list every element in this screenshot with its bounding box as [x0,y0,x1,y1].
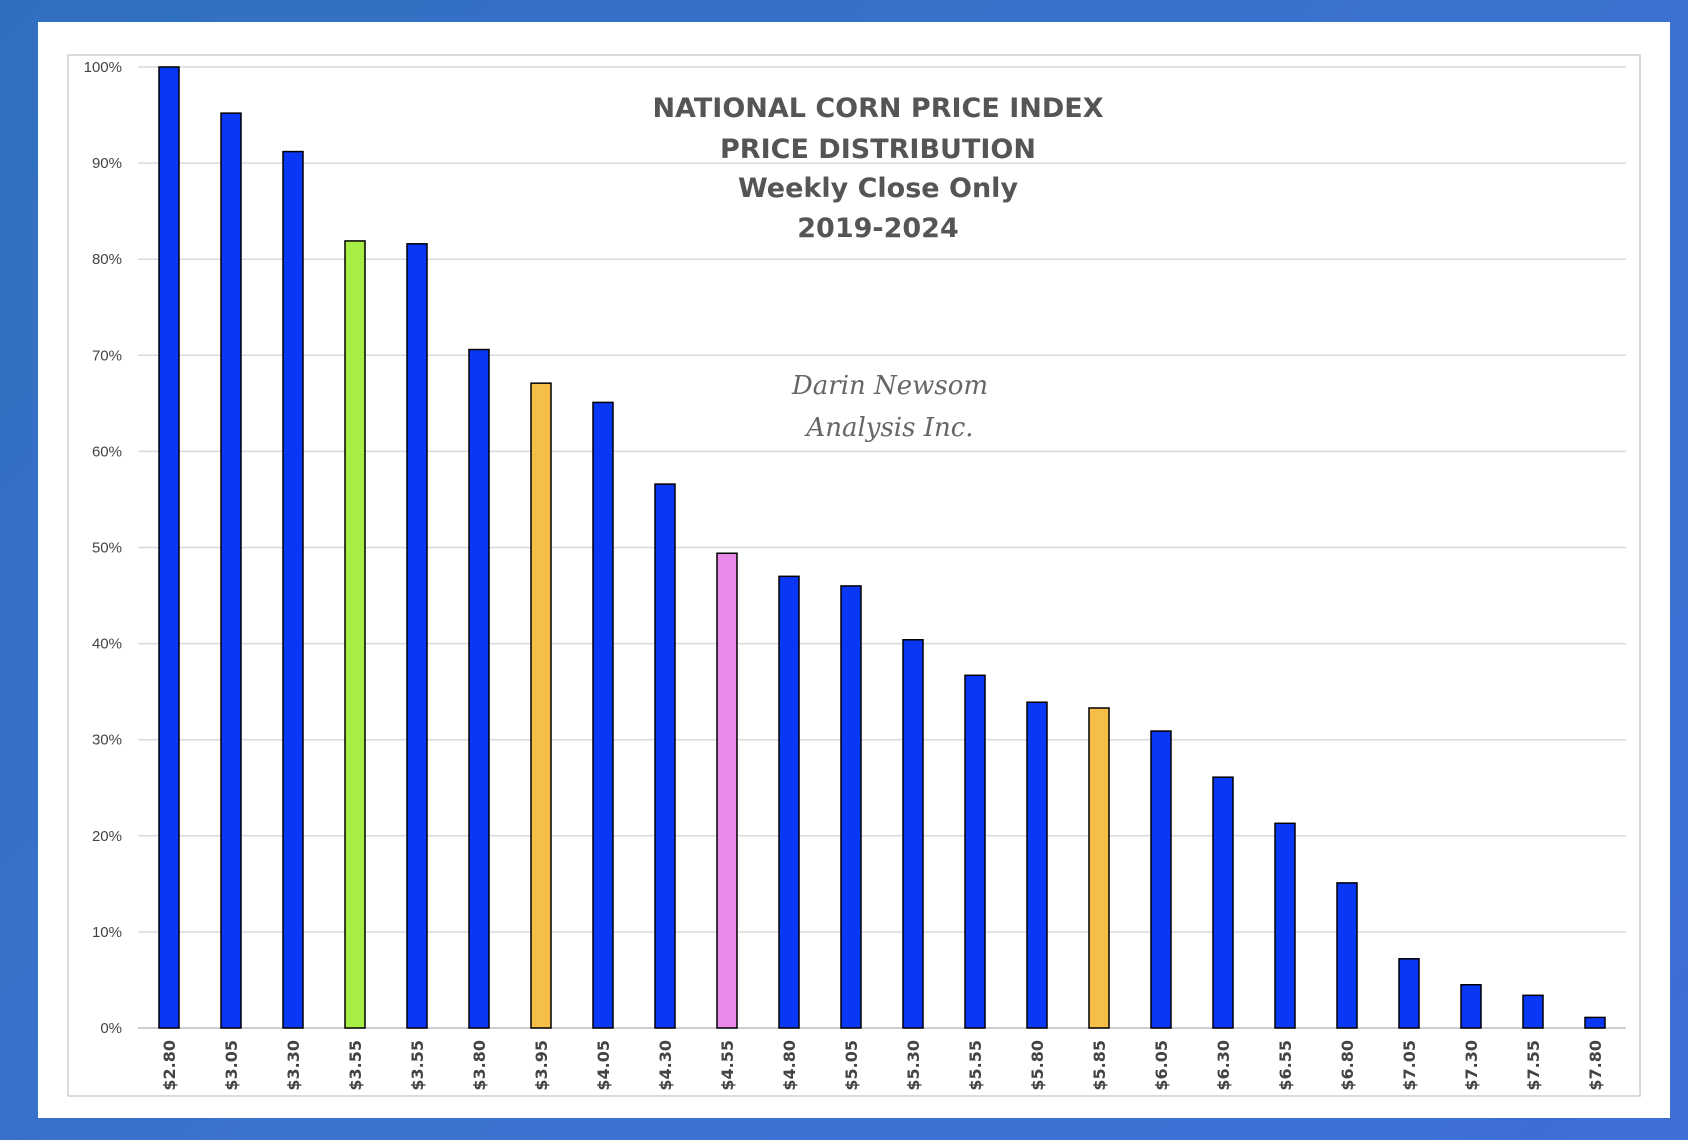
bar [1460,984,1482,1029]
x-tick-label: $3.05 [222,1040,241,1091]
x-tick-label: $3.95 [532,1040,551,1091]
x-tick-label: $5.55 [966,1040,985,1091]
bar [654,483,676,1029]
x-tick-label: $7.30 [1462,1040,1481,1091]
x-tick-label: $6.05 [1152,1040,1171,1091]
y-tick-label: 50% [92,540,122,557]
bar [778,575,800,1029]
y-tick-label: 40% [92,636,122,653]
watermark: Darin Newsom Analysis Inc. [791,371,988,443]
bar [158,66,180,1029]
x-tick-label: $7.80 [1586,1040,1605,1091]
y-tick-label: 90% [92,155,122,172]
bar [1212,776,1234,1029]
x-tick-label: $4.05 [594,1040,613,1091]
bars [158,66,1606,1029]
x-tick-label: $2.80 [160,1040,179,1091]
title-line-2: PRICE DISTRIBUTION [720,134,1036,165]
bar [1274,822,1296,1029]
bar [344,240,366,1029]
watermark-line-2: Analysis Inc. [804,413,973,443]
bar [716,552,738,1029]
watermark-line-1: Darin Newsom [791,371,988,401]
gridlines [138,66,1626,1029]
y-tick-label: 10% [92,924,122,941]
chart-panel: 0% 10% 20% 30% 40% 50% 60% 70% 80% 90% 100% $2.80 $… [38,22,1670,1118]
x-tick-label: $6.30 [1214,1040,1233,1091]
bar [220,112,242,1029]
x-tick-label: $4.80 [780,1040,799,1091]
bar [902,639,924,1029]
y-tick-label: 80% [92,251,122,268]
bar [468,348,490,1029]
bar [282,150,304,1029]
chart-title: NATIONAL CORN PRICE INDEX PRICE DISTRIBU… [652,93,1103,244]
bar [840,585,862,1029]
x-tick-label: $5.05 [842,1040,861,1091]
x-tick-label: $7.05 [1400,1040,1419,1091]
x-tick-label: $3.30 [284,1040,303,1091]
bar [1026,701,1048,1029]
y-tick-label: 20% [92,828,122,845]
x-tick-label: $3.55 [346,1040,365,1091]
bar [1584,1016,1606,1029]
x-axis: $2.80 $3.05 $3.30 $3.55 $3.55 $3.80 $3.95 $4.05… [160,1040,1605,1091]
x-tick-label: $5.85 [1090,1040,1109,1091]
x-tick-label: $5.30 [904,1040,923,1091]
x-tick-label: $3.80 [470,1040,489,1091]
bar [1088,707,1110,1029]
x-tick-label: $4.55 [718,1040,737,1091]
y-tick-label: 70% [92,347,122,364]
x-tick-label: $4.30 [656,1040,675,1091]
title-line-3: Weekly Close Only [738,173,1018,204]
x-tick-label: $7.55 [1524,1040,1543,1091]
bar [1398,958,1420,1029]
title-line-1: NATIONAL CORN PRICE INDEX [652,93,1103,124]
chart-svg: 0%10%20%30%40%50%60%70%80%90%100% $2.80 $… [67,54,1641,1097]
bar [530,382,552,1029]
title-line-4: 2019-2024 [797,213,959,244]
x-tick-label: $3.55 [408,1040,427,1091]
y-tick-label: 60% [92,443,122,460]
bar [964,674,986,1029]
bar [1150,730,1172,1029]
bar [1522,994,1544,1029]
x-tick-label: $5.80 [1028,1040,1047,1091]
bar [592,401,614,1029]
y-tick-label: 0% [100,1020,122,1037]
plot-frame [67,54,1641,1097]
y-axis: 0% 10% 20% 30% 40% 50% 60% 70% 80% 90% 100% [84,59,122,1037]
bar [1336,882,1358,1029]
y-tick-label: 30% [92,732,122,749]
x-tick-label: $6.80 [1338,1040,1357,1091]
x-tick-label: $6.55 [1276,1040,1295,1091]
bar [406,243,428,1029]
y-tick-label: 100% [84,59,122,76]
